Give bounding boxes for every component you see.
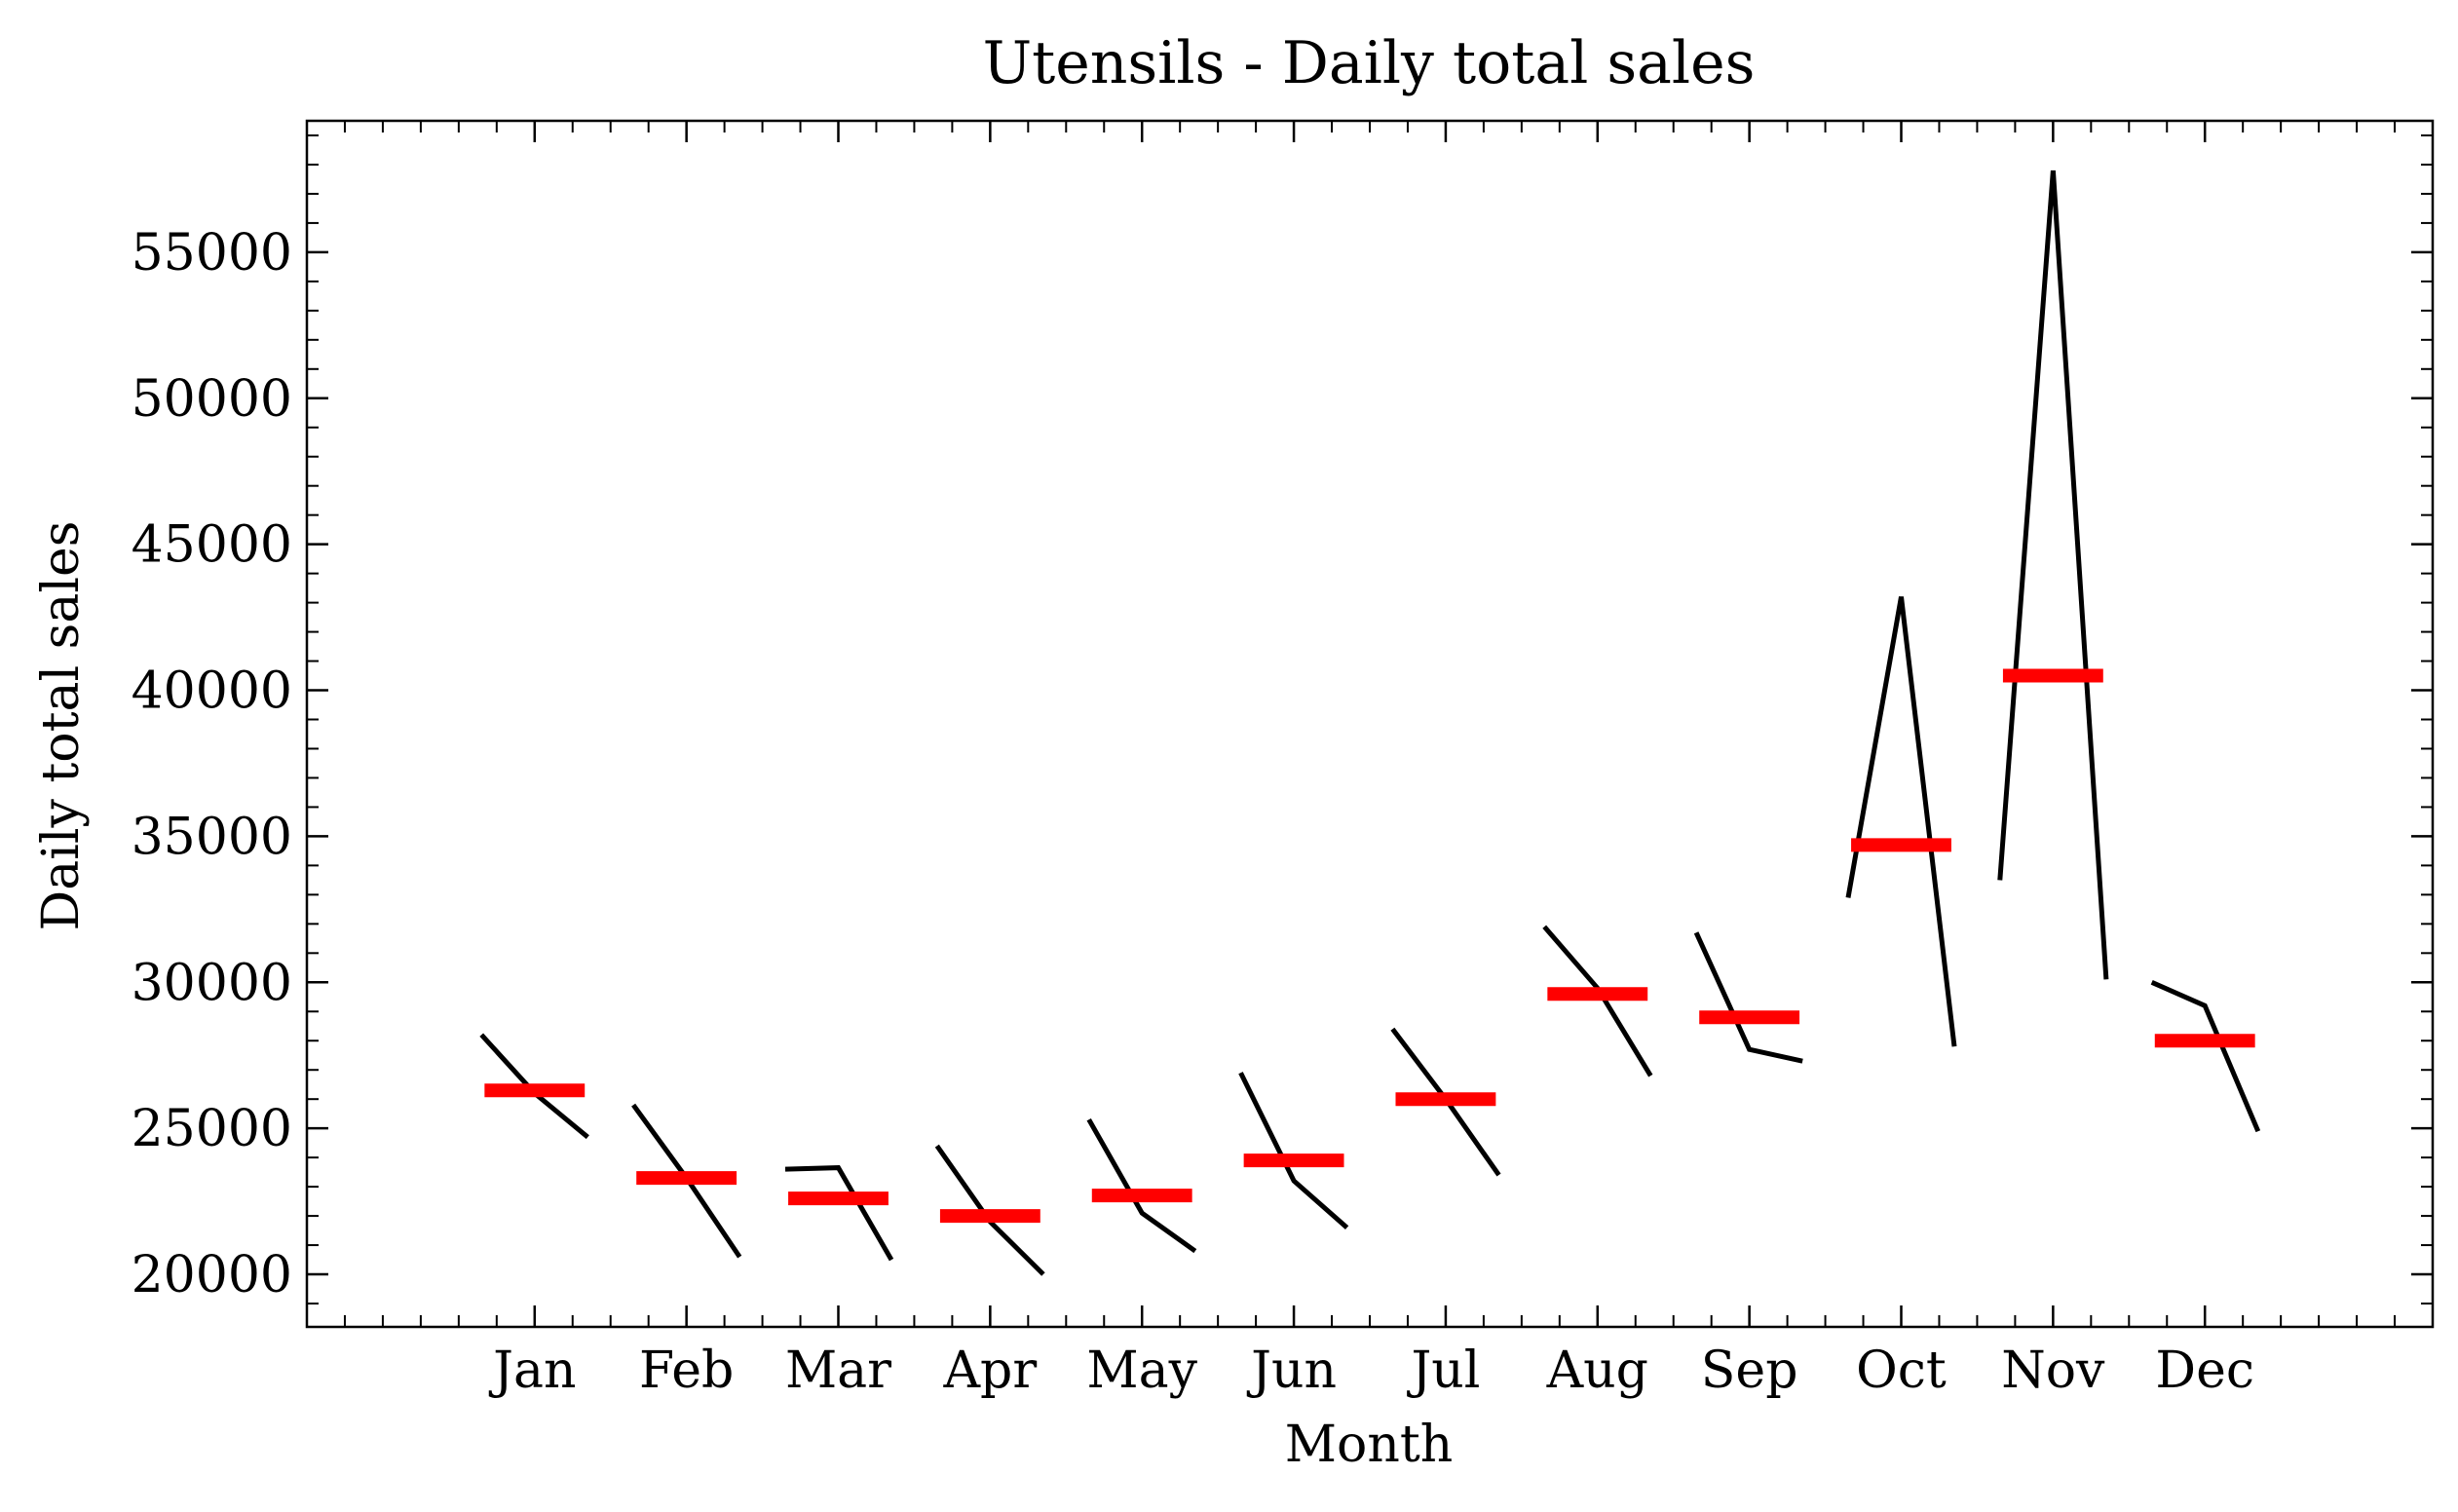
x-tick-label: Apr bbox=[943, 1342, 1038, 1400]
y-tick-label: 55000 bbox=[132, 224, 292, 283]
axis-ticks: 20000 25000 30000 35000 40000 45000 50000 55000… bbox=[132, 121, 2434, 1400]
chart-title: Utensils - Daily total sales bbox=[983, 29, 1756, 97]
plot-frame bbox=[305, 119, 2435, 1329]
x-tick-label: Oct bbox=[1856, 1342, 1947, 1400]
y-tick-label: 30000 bbox=[132, 954, 292, 1012]
y-tick-label: 20000 bbox=[132, 1246, 292, 1304]
y-tick-label: 45000 bbox=[132, 516, 292, 575]
y-tick-label: 40000 bbox=[132, 662, 292, 721]
month-series-line bbox=[1238, 1072, 1349, 1229]
x-tick-label: Jul bbox=[1406, 1342, 1480, 1400]
month-series-line bbox=[1086, 1117, 1197, 1254]
y-tick-label: 25000 bbox=[132, 1100, 292, 1158]
month-series-line bbox=[784, 1165, 894, 1262]
x-tick-label: Jan bbox=[488, 1342, 576, 1400]
x-tick-label: May bbox=[1086, 1342, 1197, 1400]
x-axis-title: Month bbox=[1285, 1416, 1453, 1474]
plot-area bbox=[305, 119, 2435, 1329]
x-tick-label: Dec bbox=[2155, 1342, 2254, 1400]
x-tick-label: Nov bbox=[2001, 1342, 2105, 1400]
means-layer bbox=[484, 668, 2255, 1224]
x-tick-label: Aug bbox=[1546, 1342, 1648, 1400]
x-tick-label: Jun bbox=[1246, 1342, 1337, 1400]
month-series-line bbox=[1997, 170, 2109, 980]
y-tick-label: 35000 bbox=[132, 808, 292, 866]
y-axis-title: Daily total sales bbox=[32, 521, 91, 931]
x-tick-label: Feb bbox=[639, 1342, 734, 1400]
y-tick-label: 50000 bbox=[132, 370, 292, 429]
month-series-line bbox=[1693, 931, 1803, 1064]
labels-layer: Utensils - Daily total sales Month Daily… bbox=[32, 29, 1755, 1474]
series-layer bbox=[479, 170, 2261, 1276]
x-tick-label: Mar bbox=[785, 1342, 891, 1400]
month-series-line bbox=[1542, 925, 1653, 1077]
month-series-line bbox=[2150, 980, 2261, 1133]
x-tick-label: Sep bbox=[1701, 1342, 1798, 1400]
month-series-line bbox=[1845, 596, 1957, 1047]
